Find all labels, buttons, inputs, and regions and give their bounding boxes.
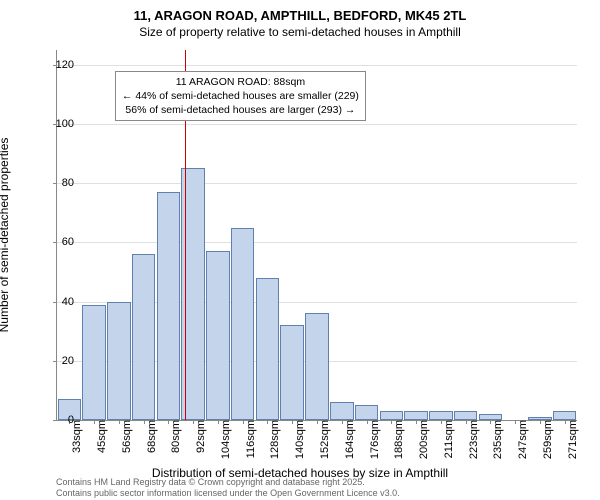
annotation-line2: ← 44% of semi-detached houses are smalle… — [122, 89, 359, 103]
x-tick-mark — [416, 420, 417, 424]
x-tick-mark — [144, 420, 145, 424]
x-tick-label: 104sqm — [220, 420, 232, 459]
x-tick-mark — [466, 420, 467, 424]
x-tick-label: 68sqm — [146, 420, 158, 453]
attribution-line1: Contains HM Land Registry data © Crown c… — [56, 477, 400, 487]
annotation-line1: 11 ARAGON ROAD: 88sqm — [122, 75, 359, 89]
x-tick-label: 152sqm — [319, 420, 331, 459]
x-tick-mark — [317, 420, 318, 424]
y-tick-label: 60 — [44, 236, 74, 248]
x-tick-mark — [540, 420, 541, 424]
x-tick-mark — [243, 420, 244, 424]
gridline — [57, 242, 577, 243]
histogram-bar — [355, 405, 379, 420]
x-tick-label: 116sqm — [245, 420, 257, 458]
y-axis-label: Number of semi-detached properties — [0, 138, 11, 333]
histogram-bar — [305, 313, 329, 420]
chart-container: 11, ARAGON ROAD, AMPTHILL, BEDFORD, MK45… — [0, 0, 600, 500]
chart-title: 11, ARAGON ROAD, AMPTHILL, BEDFORD, MK45… — [0, 0, 600, 23]
histogram-bar — [157, 192, 181, 420]
x-tick-label: 80sqm — [170, 420, 182, 453]
histogram-bar — [330, 402, 354, 420]
x-tick-mark — [119, 420, 120, 424]
x-tick-label: 164sqm — [344, 420, 356, 459]
chart-subtitle: Size of property relative to semi-detach… — [0, 25, 600, 39]
x-tick-label: 140sqm — [294, 420, 306, 459]
gridline — [57, 183, 577, 184]
x-tick-label: 45sqm — [96, 420, 108, 453]
annotation-box: 11 ARAGON ROAD: 88sqm← 44% of semi-detac… — [115, 71, 366, 122]
x-tick-label: 200sqm — [418, 420, 430, 459]
y-tick-label: 100 — [44, 118, 74, 130]
y-tick-label: 0 — [44, 414, 74, 426]
x-tick-mark — [441, 420, 442, 424]
gridline — [57, 65, 577, 66]
x-tick-label: 188sqm — [393, 420, 405, 459]
x-tick-mark — [218, 420, 219, 424]
histogram-bar — [231, 228, 255, 420]
x-tick-label: 223sqm — [468, 420, 480, 459]
x-tick-mark — [515, 420, 516, 424]
histogram-bar — [256, 278, 280, 420]
y-tick-label: 80 — [44, 177, 74, 189]
histogram-bar — [132, 254, 156, 420]
y-tick-label: 40 — [44, 296, 74, 308]
x-tick-mark — [94, 420, 95, 424]
histogram-bar — [429, 411, 453, 420]
x-tick-mark — [367, 420, 368, 424]
x-tick-label: 235sqm — [492, 420, 504, 459]
y-tick-label: 20 — [44, 355, 74, 367]
x-tick-mark — [565, 420, 566, 424]
gridline — [57, 124, 577, 125]
histogram-bar — [107, 302, 131, 420]
histogram-bar — [82, 305, 106, 420]
histogram-bar — [206, 251, 230, 420]
x-tick-label: 176sqm — [369, 420, 381, 459]
annotation-line3: 56% of semi-detached houses are larger (… — [122, 103, 359, 117]
plot-area: 33sqm45sqm56sqm68sqm80sqm92sqm104sqm116s… — [56, 50, 577, 421]
x-tick-mark — [342, 420, 343, 424]
histogram-bar — [454, 411, 478, 420]
x-tick-label: 247sqm — [517, 420, 529, 459]
y-tick-label: 120 — [44, 59, 74, 71]
x-tick-label: 92sqm — [195, 420, 207, 453]
attribution-line2: Contains public sector information licen… — [56, 488, 400, 498]
x-tick-label: 271sqm — [567, 420, 579, 459]
attribution-text: Contains HM Land Registry data © Crown c… — [56, 477, 400, 498]
x-tick-label: 56sqm — [121, 420, 133, 453]
histogram-bar — [380, 411, 404, 420]
histogram-bar — [280, 325, 304, 420]
x-tick-label: 259sqm — [542, 420, 554, 459]
x-tick-label: 211sqm — [443, 420, 455, 458]
histogram-bar — [553, 411, 577, 420]
histogram-bar — [404, 411, 428, 420]
x-tick-label: 128sqm — [269, 420, 281, 459]
